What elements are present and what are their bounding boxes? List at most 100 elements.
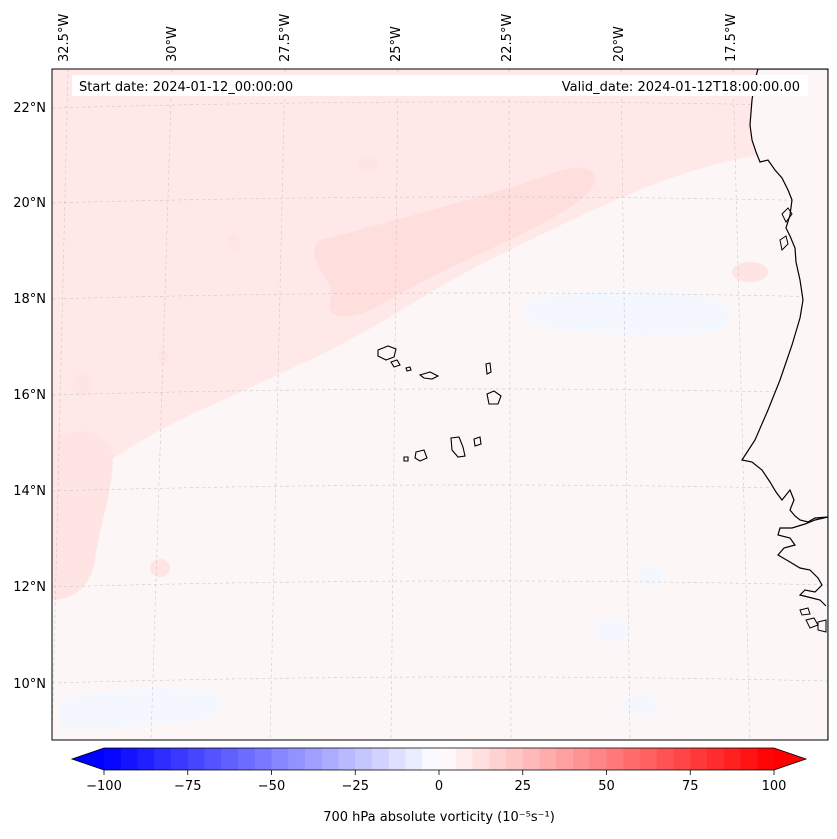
island-sao-nicolau bbox=[418, 371, 440, 380]
map-frame bbox=[51, 68, 829, 741]
lon-label: 30°W bbox=[165, 26, 180, 62]
bijagos-islands bbox=[817, 619, 827, 633]
colorbar-segment bbox=[238, 748, 256, 770]
island-sal bbox=[485, 362, 492, 375]
positive-vorticity-patch bbox=[358, 156, 378, 170]
lat-label: 18°N bbox=[13, 292, 46, 307]
colorbar-segment bbox=[640, 748, 658, 770]
map-panel bbox=[52, 69, 828, 740]
colorbar-ticks: −100 −75 −50 −25 0 25 50 75 100 bbox=[86, 770, 786, 794]
colorbar-tick-label: 0 bbox=[435, 779, 443, 794]
positive-vorticity-core bbox=[314, 167, 596, 317]
cape-verde-islands bbox=[377, 345, 502, 462]
bijagos-islands bbox=[799, 607, 811, 616]
colorbar-segment bbox=[355, 748, 373, 770]
colorbar-segment bbox=[506, 748, 524, 770]
colorbar-tick-label: 100 bbox=[762, 779, 787, 794]
africa-coastline bbox=[741, 69, 828, 740]
lon-label: 32.5°W bbox=[57, 14, 72, 62]
colorbar-extend-max bbox=[774, 748, 806, 770]
colorbar-segment bbox=[221, 748, 239, 770]
island-maio bbox=[473, 436, 482, 447]
lat-label: 22°N bbox=[13, 101, 46, 116]
colorbar-label: 700 hPa absolute vorticity (10⁻⁵s⁻¹) bbox=[323, 810, 555, 825]
colorbar-segment bbox=[757, 748, 775, 770]
date-header-box bbox=[72, 75, 808, 96]
colorbar-segment bbox=[522, 748, 540, 770]
negative-vorticity-patch bbox=[594, 618, 630, 642]
island-fogo bbox=[414, 449, 428, 462]
colorbar-segment bbox=[171, 748, 189, 770]
colorbar-segment bbox=[740, 748, 758, 770]
colorbar-segment bbox=[656, 748, 674, 770]
colorbar-segment bbox=[271, 748, 289, 770]
colorbar-segment bbox=[489, 748, 507, 770]
positive-vorticity-band bbox=[52, 69, 828, 505]
positive-vorticity-patch bbox=[72, 373, 92, 397]
lon-label: 20°W bbox=[612, 26, 627, 62]
senegal-gambia-coast bbox=[777, 516, 828, 607]
colorbar-tick-label: −75 bbox=[174, 779, 201, 794]
lon-label: 22.5°W bbox=[500, 14, 515, 62]
colorbar-segments bbox=[104, 748, 775, 770]
coast-inlet bbox=[781, 207, 793, 223]
colorbar-segment bbox=[154, 748, 172, 770]
colorbar-segment bbox=[120, 748, 138, 770]
colorbar-tick-label: 75 bbox=[682, 779, 699, 794]
colorbar-segment bbox=[104, 748, 122, 770]
colorbar-segment bbox=[606, 748, 624, 770]
colorbar-segment bbox=[589, 748, 607, 770]
colorbar-segment bbox=[556, 748, 574, 770]
lon-label: 27.5°W bbox=[278, 14, 293, 62]
island-sao-vicente bbox=[390, 359, 401, 368]
colorbar-extend-min bbox=[72, 748, 104, 770]
positive-vorticity-patch bbox=[732, 262, 768, 282]
gridlines bbox=[52, 69, 828, 740]
negative-vorticity-patch bbox=[638, 565, 662, 585]
colorbar-segment bbox=[422, 748, 440, 770]
colorbar-segment bbox=[539, 748, 557, 770]
colorbar-tick-label: −100 bbox=[86, 779, 122, 794]
colorbar-segment bbox=[338, 748, 356, 770]
colorbar-tick-label: −50 bbox=[258, 779, 285, 794]
island-santo-antao bbox=[377, 345, 397, 361]
colorbar-segment bbox=[405, 748, 423, 770]
positive-vorticity-patch bbox=[228, 234, 240, 250]
colorbar-segment bbox=[673, 748, 691, 770]
colorbar-segment bbox=[204, 748, 222, 770]
colorbar-segment bbox=[707, 748, 725, 770]
colorbar-segment bbox=[439, 748, 457, 770]
lon-label: 17.5°W bbox=[724, 14, 739, 62]
colorbar-tick-label: 25 bbox=[514, 779, 531, 794]
longitude-labels: 32.5°W 30°W 27.5°W 25°W 22.5°W 20°W 17.5… bbox=[57, 14, 739, 62]
island-brava bbox=[403, 456, 409, 462]
lat-label: 14°N bbox=[13, 484, 46, 499]
lat-label: 16°N bbox=[13, 388, 46, 403]
colorbar-segment bbox=[372, 748, 390, 770]
negative-vorticity-patch bbox=[524, 289, 731, 336]
colorbar-segment bbox=[305, 748, 323, 770]
start-date-label: Start date: 2024-01-12_00:00:00 bbox=[79, 80, 293, 95]
negative-vorticity-patch bbox=[60, 688, 223, 730]
island-boa-vista bbox=[486, 390, 502, 405]
colorbar-segment bbox=[388, 748, 406, 770]
colorbar-segment bbox=[321, 748, 339, 770]
valid-date-label: Valid_date: 2024-01-12T18:00:00.00 bbox=[562, 80, 800, 95]
lon-label: 25°W bbox=[389, 26, 404, 62]
colorbar-segment bbox=[573, 748, 591, 770]
colorbar-segment bbox=[623, 748, 641, 770]
colorbar-segment bbox=[254, 748, 272, 770]
colorbar-segment bbox=[187, 748, 205, 770]
lat-label: 10°N bbox=[13, 677, 46, 692]
latitude-labels: 22°N 20°N 18°N 16°N 14°N 12°N 10°N bbox=[13, 101, 46, 692]
lat-label: 20°N bbox=[13, 196, 46, 211]
colorbar-segment bbox=[690, 748, 708, 770]
colorbar-tick-label: 50 bbox=[598, 779, 615, 794]
positive-vorticity-core bbox=[52, 431, 113, 600]
negative-vorticity-patch bbox=[620, 695, 660, 715]
colorbar-segment bbox=[137, 748, 155, 770]
coast-inlet bbox=[779, 235, 789, 252]
colorbar: −100 −75 −50 −25 0 25 50 75 100 700 hPa absolute… bbox=[70, 747, 808, 825]
colorbar-segment bbox=[455, 748, 473, 770]
colorbar-segment bbox=[472, 748, 490, 770]
